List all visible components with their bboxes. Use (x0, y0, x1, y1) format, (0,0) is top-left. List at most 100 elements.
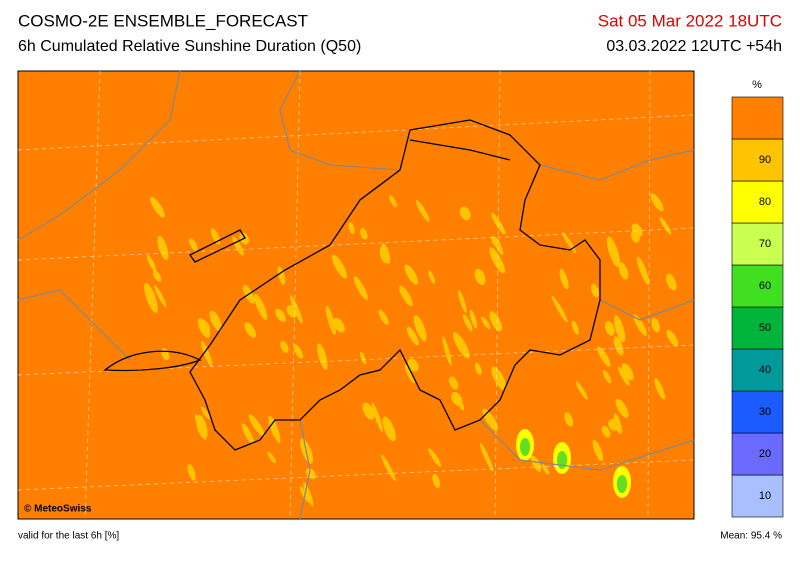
patch (267, 451, 277, 464)
colorbar-label: 40 (759, 364, 771, 376)
colorbar-box (731, 180, 784, 224)
patch (332, 254, 347, 279)
patch (606, 236, 620, 268)
run-time: 03.03.2022 12UTC +54h (606, 38, 782, 55)
colorbar-box (731, 390, 784, 434)
colorbar-label: 70 (759, 238, 771, 250)
patch (432, 473, 440, 488)
patch (604, 320, 615, 336)
colorbar-box (731, 264, 784, 308)
patch (602, 370, 612, 384)
patch (389, 194, 397, 208)
patch (404, 364, 415, 384)
patch (379, 246, 390, 264)
patch (530, 455, 542, 472)
patch (615, 398, 629, 418)
patch (244, 322, 256, 338)
colorbar-label: 90 (759, 154, 771, 166)
patch (489, 311, 502, 332)
colorbar-label: 50 (759, 322, 771, 334)
patch (382, 416, 396, 442)
patch (608, 419, 619, 431)
colorbar-label: 60 (759, 280, 771, 292)
patch (407, 358, 419, 372)
patch (575, 381, 588, 400)
patch (448, 376, 459, 390)
patch (187, 463, 196, 481)
patch (371, 402, 383, 433)
patch (562, 232, 576, 253)
patch (198, 318, 210, 338)
patch (650, 193, 664, 212)
patch (621, 363, 634, 381)
patch (630, 229, 640, 243)
colorbar-label: 10 (759, 490, 771, 502)
patch (415, 199, 430, 222)
colorbar-label: 80 (759, 196, 771, 208)
patch (378, 309, 389, 325)
patch (666, 330, 679, 347)
patch (150, 196, 165, 218)
colorbar-box (731, 96, 784, 140)
patch (618, 366, 630, 386)
patch (601, 425, 611, 438)
colorbar-box (731, 474, 784, 518)
patch (189, 238, 198, 252)
valid-time: Sat 05 Mar 2022 18UTC (598, 11, 782, 30)
patch (144, 282, 158, 313)
patch (613, 336, 624, 356)
patch (152, 270, 162, 282)
patch (275, 308, 286, 322)
patch (399, 285, 413, 307)
title: COSMO-2E ENSEMBLE_FORECAST (18, 11, 308, 30)
patch (381, 454, 396, 481)
map: © MeteoSwiss (17, 70, 695, 520)
patch (654, 378, 666, 400)
colorbar-box (731, 222, 784, 266)
patch (360, 227, 368, 240)
graticule (17, 70, 695, 520)
patch (406, 326, 419, 346)
patch (241, 423, 255, 445)
patch (404, 264, 419, 285)
patch (348, 222, 355, 234)
colorbar-unit: % (752, 79, 762, 91)
subtitle: 6h Cumulated Relative Sunshine Duration … (18, 38, 361, 55)
patch (442, 336, 452, 366)
patch (413, 315, 427, 342)
patch (201, 340, 213, 367)
patch (633, 314, 647, 336)
patch (564, 412, 574, 427)
patch (280, 341, 289, 353)
patch (637, 256, 650, 285)
patch (451, 391, 463, 407)
mean: Mean: 95.4 % (720, 531, 782, 542)
map-frame (17, 70, 695, 520)
patch (559, 269, 569, 290)
patch (200, 406, 211, 420)
patch (362, 402, 375, 420)
patch (590, 283, 600, 298)
credit: © MeteoSwiss (24, 504, 92, 515)
patch (317, 343, 328, 370)
patch (157, 235, 169, 260)
patch (520, 438, 530, 456)
patch (290, 295, 303, 324)
patch (613, 315, 626, 343)
patch (458, 290, 467, 314)
patch (360, 351, 367, 365)
patch (428, 270, 436, 284)
patch (541, 463, 550, 475)
patch (666, 273, 677, 291)
patch (248, 414, 265, 438)
patch (491, 366, 507, 391)
patch (481, 316, 491, 330)
patch (325, 305, 336, 335)
patch (592, 439, 604, 462)
colorbar-box (731, 348, 784, 392)
colorbar-box (731, 138, 784, 182)
patch (146, 254, 157, 272)
patch (254, 293, 268, 321)
